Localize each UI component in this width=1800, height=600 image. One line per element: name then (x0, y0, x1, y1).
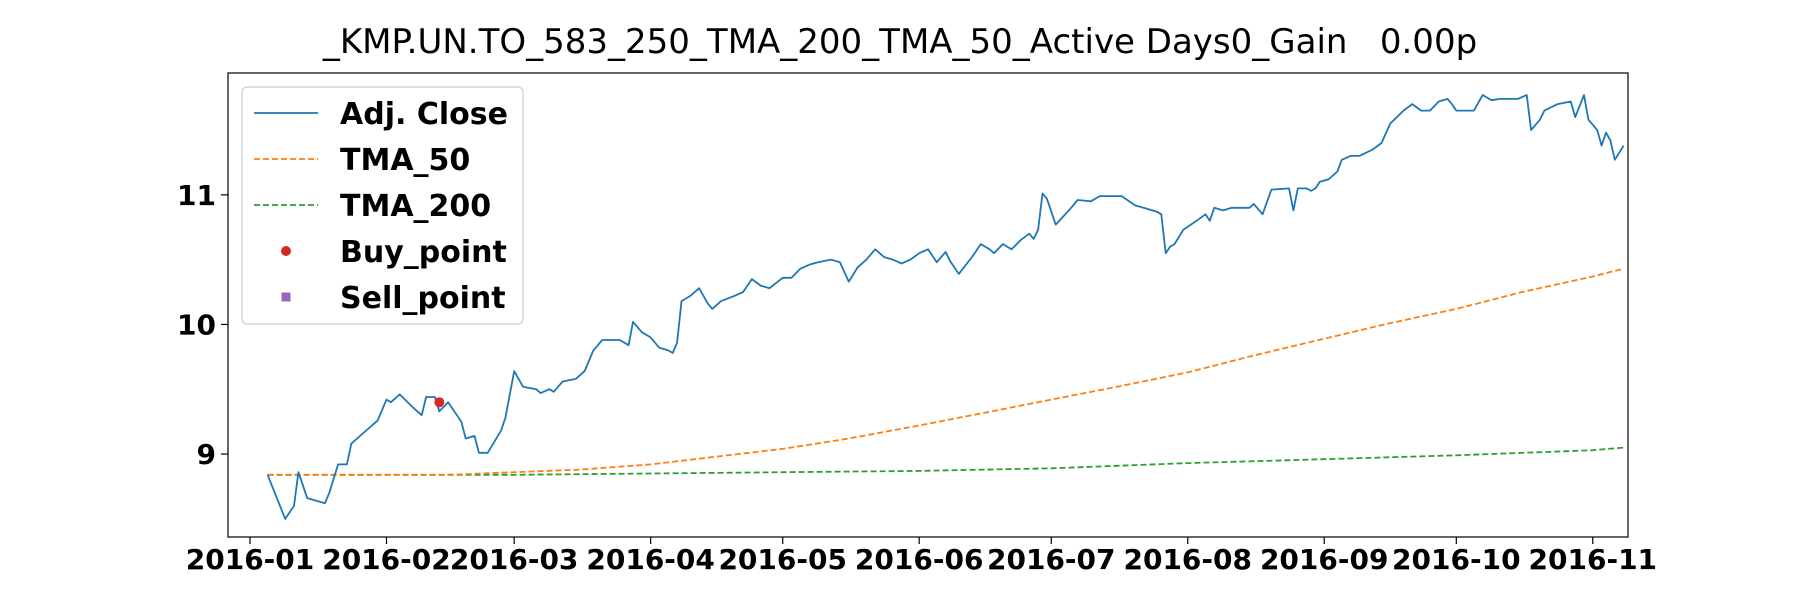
legend-label-tma-200: TMA_200 (340, 189, 491, 224)
x-tick-label: 2016-06 (855, 543, 984, 576)
buy-point-marker (434, 397, 445, 408)
series-line-adj-close (266, 94, 1625, 520)
series-line-tma-200 (267, 446, 1624, 476)
x-tick-label: 2016-04 (586, 543, 715, 576)
legend-label-tma-50: TMA_50 (340, 143, 470, 178)
x-tick-label: 2016-09 (1260, 543, 1389, 576)
legend-box (241, 86, 524, 325)
plot-area (266, 94, 1625, 520)
series-line-tma-50 (267, 267, 1624, 476)
legend-label-adj-close: Adj. Close (340, 97, 508, 132)
legend-swatch-sell-point (281, 292, 291, 302)
legend-label-buy-point: Buy_point (340, 235, 507, 270)
legend-label-sell-point: Sell_point (340, 281, 506, 316)
x-tick-label: 2016-11 (1529, 543, 1658, 576)
y-tick-label: 9 (197, 438, 216, 471)
legend-swatch-buy-point (281, 246, 291, 256)
chart-title: _KMP.UN.TO_583_250_TMA_200_TMA_50_Active… (322, 22, 1478, 62)
x-tick-label: 2016-03 (450, 543, 579, 576)
x-tick-label: 2016-01 (186, 543, 315, 576)
x-tick-label: 2016-08 (1123, 543, 1252, 576)
x-tick-label: 2016-05 (718, 543, 847, 576)
plot-frame (227, 72, 1629, 538)
y-tick-label: 11 (177, 179, 216, 212)
x-tick-label: 2016-02 (322, 543, 451, 576)
y-tick-label: 10 (177, 308, 216, 341)
x-tick-label: 2016-07 (987, 543, 1116, 576)
x-tick-label: 2016-10 (1392, 543, 1521, 576)
